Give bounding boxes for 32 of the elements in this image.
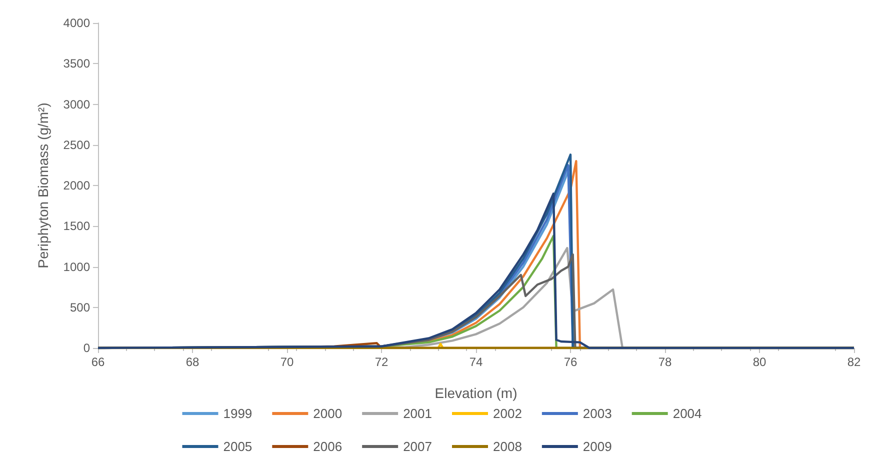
legend-label: 2002 [493, 406, 522, 421]
legend-label: 2001 [403, 406, 432, 421]
legend-label: 2009 [582, 439, 612, 454]
x-tick-label: 68 [186, 355, 200, 369]
x-axis-title: Elevation (m) [434, 385, 518, 401]
x-tick-label: 80 [752, 355, 766, 369]
y-tick-label: 500 [70, 300, 90, 314]
line-series [96, 192, 856, 350]
legend-label: 2004 [672, 406, 702, 421]
legend-label: 1999 [223, 406, 252, 421]
y-tick-label: 1500 [63, 219, 90, 234]
legend-label: 2008 [493, 439, 522, 454]
y-tick-label: 4000 [63, 16, 90, 30]
x-tick-label: 82 [847, 355, 861, 369]
y-tick-label: 1000 [63, 260, 90, 274]
legend-label: 2000 [313, 406, 342, 421]
x-tick-label: 72 [374, 355, 388, 369]
legend-label: 2006 [313, 439, 342, 454]
y-tick-label: 2000 [63, 178, 90, 192]
x-tick-label: 66 [91, 355, 105, 369]
y-tick-label: 3500 [63, 56, 90, 71]
legend-label: 2003 [582, 406, 612, 421]
x-tick-label: 74 [469, 355, 483, 369]
x-tick-label: 76 [564, 355, 578, 369]
x-tick-label: 70 [280, 355, 294, 369]
legend-label: 2007 [403, 439, 432, 454]
x-tick-label: 78 [658, 355, 672, 369]
y-tick-label: 3000 [63, 97, 90, 112]
y-tick-label: 2500 [63, 138, 90, 152]
y-axis-title: Periphyton Biomass (g/m²) [35, 102, 51, 268]
y-tick-label: 0 [83, 341, 90, 355]
legend-label: 2005 [223, 439, 252, 454]
